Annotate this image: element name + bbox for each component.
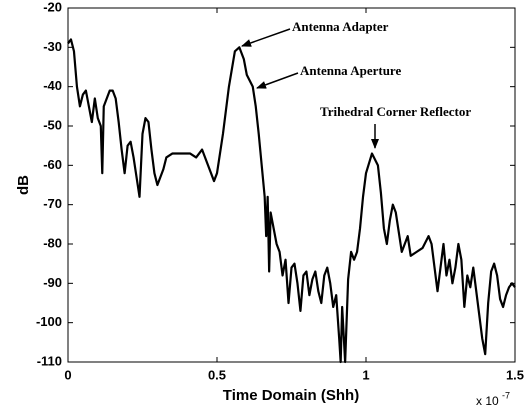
x-tick-label: 1.5 — [506, 367, 524, 382]
x-tick-label: 0.5 — [208, 367, 226, 382]
annotation: Trihedral Corner Reflector — [320, 104, 471, 119]
y-tick-label: -90 — [43, 275, 62, 290]
y-tick-label: -30 — [43, 39, 62, 54]
annotation-arrow — [256, 72, 299, 89]
x-multiplier: x 10 — [476, 394, 499, 408]
y-tick-label: -20 — [43, 0, 62, 14]
x-tick-label: 0 — [64, 367, 71, 382]
y-tick-label: -100 — [36, 314, 62, 329]
annotation: Antenna Aperture — [300, 63, 401, 78]
x-axis-label: Time Domain (Shh) — [223, 387, 359, 404]
y-tick-label: -80 — [43, 235, 62, 250]
y-tick-label: -70 — [43, 196, 62, 211]
x-tick-label: 1 — [362, 367, 369, 382]
y-tick-label: -40 — [43, 78, 62, 93]
annotation-arrow — [241, 28, 291, 47]
y-tick-label: -110 — [37, 353, 62, 368]
data-line — [67, 38, 516, 364]
x-multiplier-exponent: -7 — [502, 390, 510, 400]
y-tick-label: -50 — [43, 117, 62, 132]
plot-frame — [67, 7, 516, 363]
y-axis-label: dB — [15, 175, 32, 195]
annotation: Antenna Adapter — [292, 19, 389, 34]
y-tick-label: -60 — [43, 157, 62, 172]
